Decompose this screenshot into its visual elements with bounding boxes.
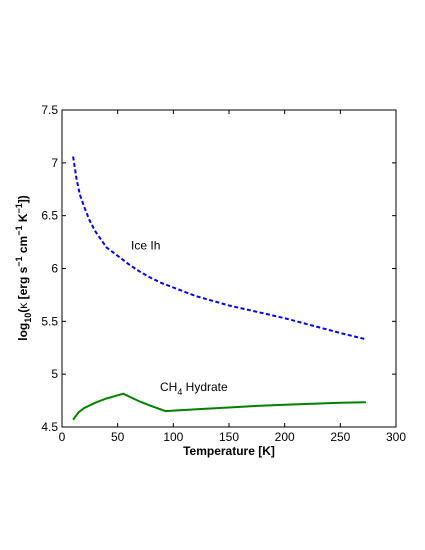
annotation-ice-ih: Ice Ih (131, 238, 160, 252)
x-tick-label: 150 (219, 430, 239, 444)
y-axis-title: log10(κ [erg s−1 cm−1 K−1]) (14, 195, 33, 341)
annotation-ch-main: CH (160, 380, 177, 394)
ylabel-kappa: κ (16, 302, 30, 309)
ylabel-exp3: −1 (14, 203, 24, 213)
x-tick-label: 100 (163, 430, 183, 444)
ylabel-log-sub: 10 (23, 313, 33, 323)
y-tick-label: 6 (51, 262, 58, 276)
ylabel-open: ( (16, 309, 30, 313)
ylabel-exp2: −1 (14, 226, 24, 236)
plot-area-frame (61, 109, 397, 428)
x-tick-labels: 0 50 100 150 200 250 300 (59, 430, 407, 444)
x-tick-label: 50 (111, 430, 125, 444)
x-tick-label: 0 (59, 430, 66, 444)
annotation-ch4-hydrate: CH4 Hydrate (160, 380, 228, 397)
series-layer (72, 156, 367, 421)
y-tick-label: 5 (51, 367, 58, 381)
ylabel-exp1: −1 (14, 256, 24, 266)
y-tick-label: 4.5 (41, 420, 58, 434)
y-tick-label: 6.5 (41, 209, 58, 223)
ylabel-close: ]) (16, 195, 30, 203)
ylabel-units-a: [erg s (16, 266, 30, 302)
y-tick-label: 5.5 (41, 314, 58, 328)
x-tick-label: 250 (330, 430, 350, 444)
series-line-ice-ih (72, 156, 367, 341)
ylabel-units-c: K (16, 213, 30, 225)
x-tick-label: 200 (275, 430, 295, 444)
annotation-ch-sub: 4 (177, 387, 182, 397)
y-tick-label: 7 (51, 156, 58, 170)
series-line-ch4-hydrate (72, 392, 366, 421)
x-axis-title: Temperature [K] (183, 444, 275, 458)
axis-ticks (61, 109, 397, 428)
y-tick-label: 7.5 (41, 103, 58, 117)
y-tick-labels: 4.5 5 5.5 6 6.5 7 7.5 (41, 103, 58, 434)
ylabel-log: log (16, 323, 30, 341)
annotation-ch-rest: Hydrate (182, 380, 228, 394)
x-tick-label: 300 (386, 430, 406, 444)
ylabel-units-b: cm (16, 236, 30, 257)
